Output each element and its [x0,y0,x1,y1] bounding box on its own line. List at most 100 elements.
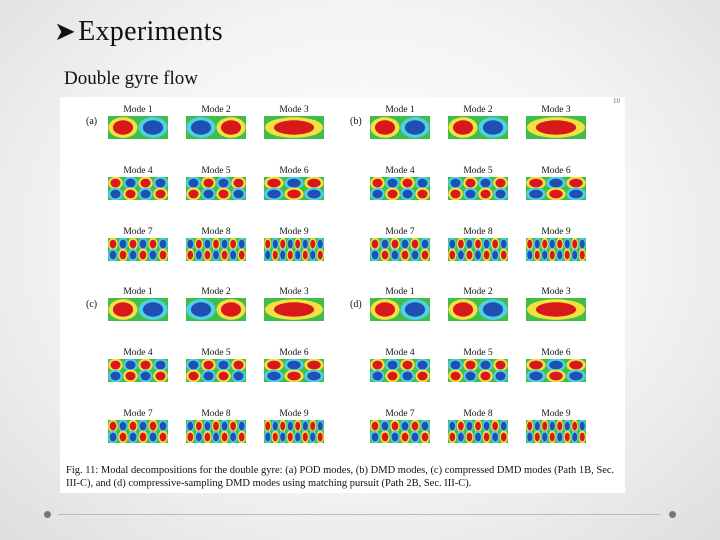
footer-right-dot [669,511,676,518]
positive-lobe [557,421,563,431]
mode-plot: Mode 3 [526,105,586,139]
positive-lobe [421,250,429,260]
negative-lobe [527,250,533,260]
mode-plot: Mode 5 [448,348,508,382]
positive-lobe [391,421,399,431]
mode-plot: Mode 2 [186,287,246,321]
mode-label: Mode 2 [201,105,231,115]
negative-lobe [280,250,286,260]
negative-lobe [466,421,473,431]
positive-lobe [475,239,481,249]
positive-lobe [371,421,379,431]
heatmap-background [526,420,586,443]
mode-plot: Mode 2 [448,105,508,139]
positive-lobe [149,239,157,249]
positive-lobe [381,250,389,260]
negative-lobe [387,178,398,188]
mode-label: Mode 7 [385,227,415,237]
mode-plot: Mode 6 [526,348,586,382]
positive-lobe [295,421,301,431]
positive-lobe [273,302,315,317]
positive-lobe [272,432,278,442]
heatmap-background [526,238,586,261]
negative-lobe [569,371,583,381]
positive-lobe [411,239,419,249]
negative-lobe [381,239,389,249]
positive-lobe [579,250,585,260]
positive-lobe [310,421,316,431]
positive-lobe [125,371,136,381]
positive-lobe [549,371,563,381]
negative-lobe [483,421,490,431]
mode-heatmap [526,177,586,200]
heatmap-background [108,177,168,200]
mode-heatmap [186,116,246,139]
mode-plot: Mode 4 [108,348,168,382]
positive-lobe [230,421,237,431]
mode-label: Mode 2 [463,287,493,297]
negative-lobe [213,432,219,442]
negative-lobe [401,421,409,431]
positive-lobe [450,371,461,381]
positive-lobe [579,432,585,442]
mode-heatmap [186,359,246,382]
negative-lobe [190,120,212,135]
positive-lobe [572,239,578,249]
positive-lobe [421,432,429,442]
paper-figure: 10 Fig. 11: Modal decompositions for the… [60,97,625,493]
negative-lobe [287,178,301,188]
positive-lobe [542,421,548,431]
negative-lobe [110,189,121,199]
positive-lobe [495,178,506,188]
negative-lobe [466,239,473,249]
positive-lobe [495,360,506,370]
mode-heatmap [108,177,168,200]
positive-lobe [534,250,540,260]
negative-lobe [287,360,301,370]
positive-lobe [391,239,399,249]
positive-lobe [529,360,543,370]
positive-lobe [535,302,577,317]
heatmap-background [264,420,324,443]
positive-lobe [119,432,127,442]
positive-lobe [534,432,540,442]
mode-heatmap [370,298,430,321]
negative-lobe [142,302,164,317]
negative-lobe [542,432,548,442]
positive-lobe [317,432,323,442]
positive-lobe [287,189,301,199]
mode-heatmap [264,116,324,139]
negative-lobe [187,421,194,431]
negative-lobe [411,250,419,260]
negative-lobe [307,371,321,381]
mode-label: Mode 1 [123,105,153,115]
negative-lobe [475,432,481,442]
mode-heatmap [186,238,246,261]
positive-lobe [500,250,507,260]
mode-heatmap [448,177,508,200]
mode-label: Mode 6 [541,348,571,358]
negative-lobe [195,250,202,260]
negative-lobe [557,432,563,442]
mode-heatmap [448,116,508,139]
positive-lobe [457,239,464,249]
positive-lobe [220,120,242,135]
positive-lobe [542,239,548,249]
negative-lobe [557,250,563,260]
negative-lobe [187,239,194,249]
negative-lobe [529,371,543,381]
mode-label: Mode 8 [201,409,231,419]
positive-lobe [233,360,244,370]
negative-lobe [140,189,151,199]
negative-lobe [572,250,578,260]
positive-lobe [112,302,134,317]
mode-label: Mode 7 [123,227,153,237]
positive-lobe [549,189,563,199]
positive-lobe [140,178,151,188]
mode-plot: Mode 2 [186,105,246,139]
negative-lobe [203,189,214,199]
negative-lobe [569,189,583,199]
slide-title: ➤Experiments [54,16,223,48]
positive-lobe [159,432,167,442]
positive-lobe [238,250,245,260]
